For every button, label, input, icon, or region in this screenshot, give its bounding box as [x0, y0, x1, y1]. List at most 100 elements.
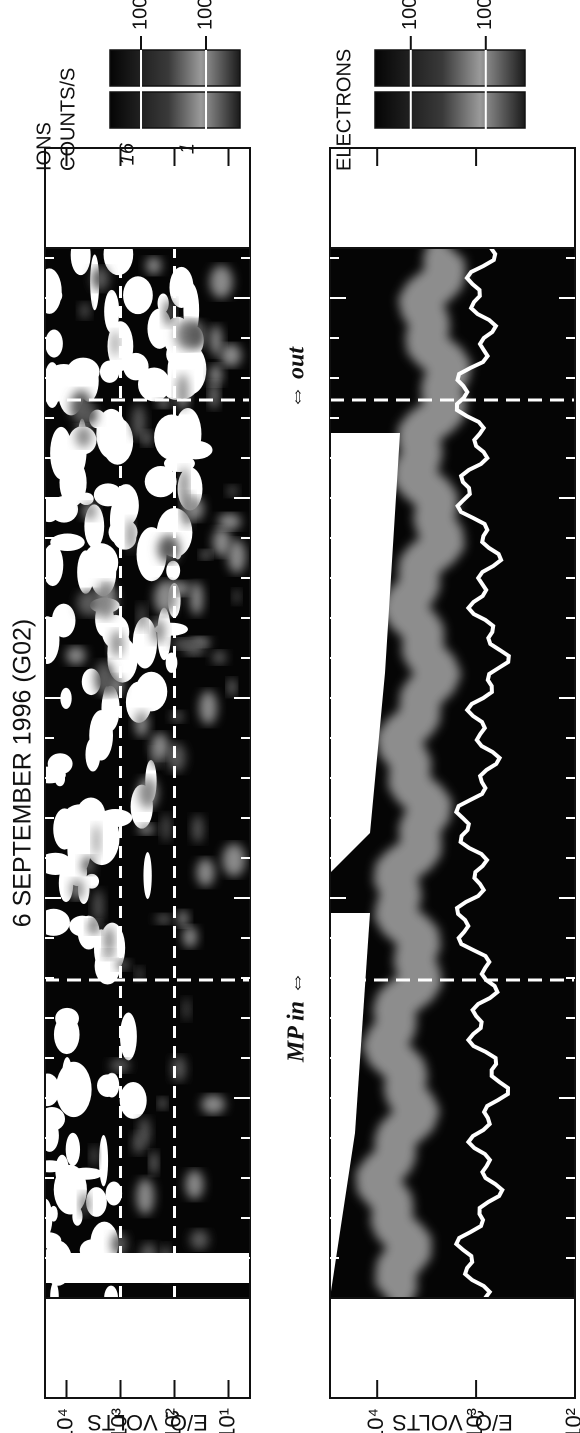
texture — [127, 518, 135, 553]
texture — [135, 671, 168, 712]
texture — [45, 544, 64, 587]
texture — [182, 926, 198, 948]
texture — [185, 1169, 204, 1200]
texture — [45, 362, 61, 408]
texture — [104, 582, 112, 594]
texture — [61, 1057, 73, 1105]
texture — [45, 908, 70, 936]
spectrogram — [330, 248, 575, 1298]
texture — [70, 248, 91, 276]
y-tick-label: 10¹ — [214, 1408, 239, 1433]
texture — [50, 533, 85, 552]
texture — [88, 919, 99, 935]
texture — [220, 343, 242, 367]
texture — [330, 433, 400, 873]
texture — [453, 248, 511, 1298]
texture — [49, 1205, 58, 1222]
texture — [185, 320, 207, 350]
texture — [45, 1073, 60, 1107]
texture — [99, 1135, 109, 1187]
panel-frame — [44, 247, 251, 1299]
texture — [136, 1178, 155, 1215]
texture — [70, 389, 92, 424]
texture — [75, 425, 92, 448]
texture — [164, 299, 174, 327]
texture — [151, 618, 166, 644]
texture — [183, 997, 190, 1021]
texture — [58, 864, 74, 903]
texture — [50, 1281, 59, 1298]
texture — [53, 1014, 80, 1055]
texture — [154, 414, 190, 460]
texture — [93, 823, 100, 858]
texture — [111, 1232, 128, 1257]
texture — [69, 915, 96, 937]
texture — [45, 1118, 59, 1152]
y-axis-label: E/Q, VOLTS — [392, 1410, 513, 1433]
texture — [209, 364, 222, 386]
texture — [86, 1187, 107, 1217]
annotation: MP in ⇔ — [284, 971, 310, 1063]
y-tick-label: 10³ — [462, 1408, 487, 1433]
panel-frame — [329, 247, 576, 1299]
texture — [138, 367, 171, 402]
texture — [190, 1229, 209, 1250]
texture — [47, 753, 73, 775]
texture — [45, 1253, 250, 1283]
texture — [210, 325, 222, 356]
texture — [330, 913, 370, 1298]
y-tick-label: 10³ — [106, 1408, 131, 1433]
texture — [54, 771, 66, 787]
texture — [119, 1082, 147, 1119]
texture — [199, 690, 218, 725]
texture — [145, 256, 162, 275]
texture — [212, 527, 231, 557]
texture — [93, 483, 123, 507]
texture — [94, 661, 114, 696]
colorbar-unit: COUNTS/S — [57, 68, 79, 171]
texture — [154, 580, 177, 615]
texture — [171, 710, 184, 723]
texture — [119, 1012, 137, 1061]
texture — [201, 1094, 226, 1115]
texture — [212, 650, 227, 665]
texture — [228, 678, 236, 697]
texture — [192, 814, 204, 844]
texture — [227, 485, 237, 498]
texture — [82, 502, 97, 521]
texture — [227, 539, 246, 574]
texture — [144, 466, 177, 498]
texture — [55, 1061, 92, 1118]
texture — [157, 534, 180, 563]
texture — [76, 590, 100, 616]
texture — [135, 710, 149, 738]
texture — [101, 417, 134, 465]
texture — [90, 1145, 98, 1167]
texture — [116, 958, 130, 971]
texture — [45, 616, 60, 664]
texture — [99, 360, 120, 383]
texture — [132, 404, 146, 440]
texture — [85, 737, 101, 772]
texture — [189, 581, 204, 616]
texture — [45, 329, 63, 358]
colorbar-factor: 1 — [176, 143, 198, 154]
texture — [66, 646, 86, 665]
texture — [136, 966, 143, 982]
texture — [70, 878, 84, 900]
annotation: ⇔ out — [284, 346, 310, 409]
texture — [103, 248, 134, 276]
texture — [162, 813, 170, 843]
colorbar-strip — [374, 49, 526, 87]
texture — [105, 926, 113, 955]
texture — [201, 549, 210, 560]
rotated-figure: 6 SEPTEMBER 1996 (G02) MP in ⇔ ⇔ out 10⁴… — [9, 0, 580, 1433]
colorbar-tick-label: 1000 — [129, 0, 151, 30]
texture — [110, 1058, 130, 1073]
colorbar-tick-label: 100 — [194, 0, 216, 30]
y-tick-label: 10² — [561, 1408, 580, 1433]
texture — [167, 742, 186, 773]
texture — [132, 617, 158, 669]
